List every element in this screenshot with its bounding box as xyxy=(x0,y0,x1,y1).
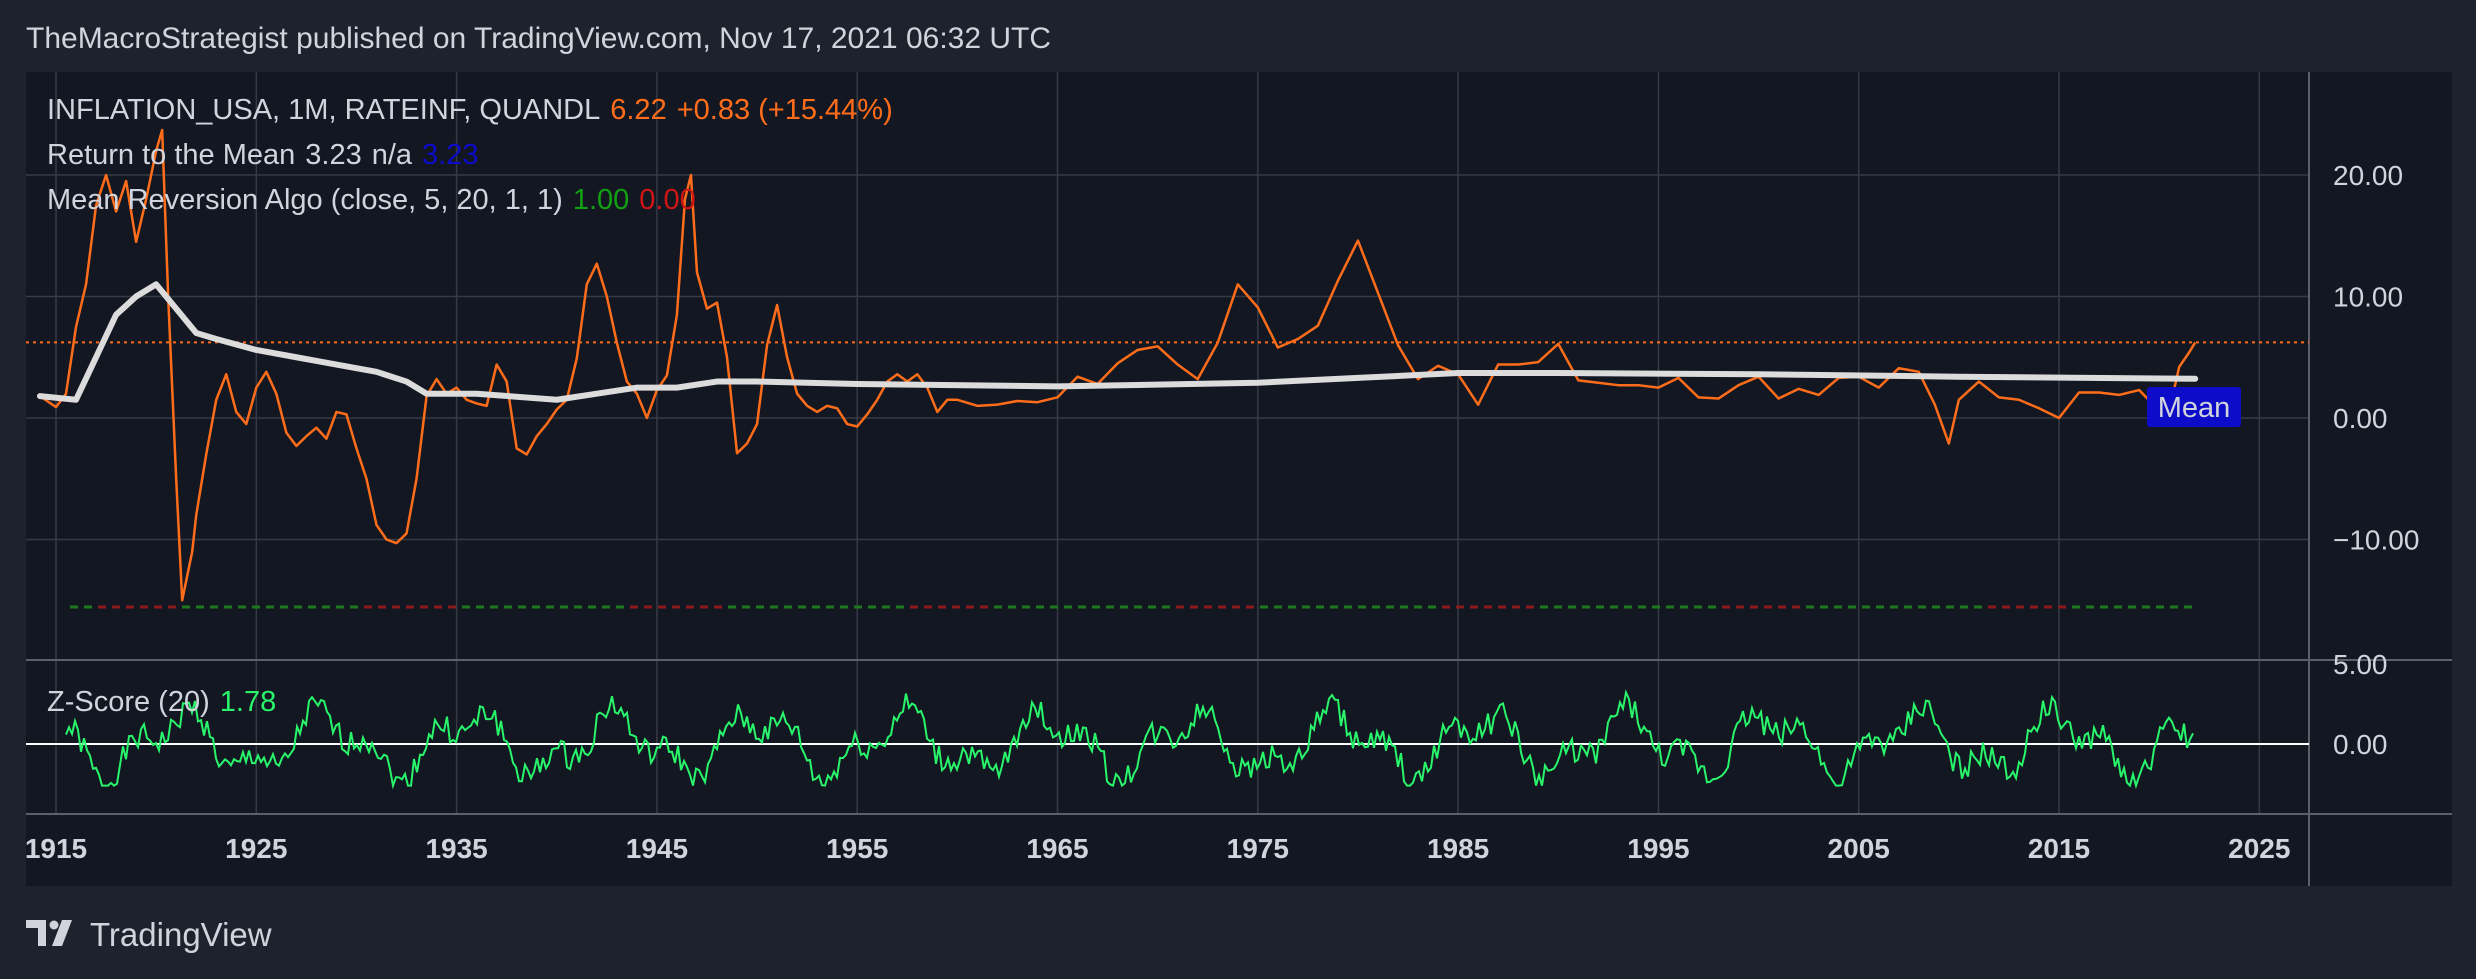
legend-main-symbol: INFLATION_USA, 1M, RATEINF, QUANDL xyxy=(47,94,601,126)
legend-main[interactable]: INFLATION_USA, 1M, RATEINF, QUANDL 6.22 +0… xyxy=(47,94,903,127)
chart-svg[interactable]: 20.00 10.00 0.00 −10.00 5.00 0.00 1915 1925 1935… xyxy=(0,0,2476,890)
publisher-line: TheMacroStrategist published on TradingV… xyxy=(26,22,1052,55)
time-tick-label: 2005 xyxy=(1828,833,1890,864)
time-tick-label: 1965 xyxy=(1026,833,1088,864)
time-tick-label: 2025 xyxy=(2228,833,2290,864)
brand-name: TradingView xyxy=(90,916,272,953)
mean-tag-label: Mean xyxy=(2158,392,2231,424)
time-tick-label: 1995 xyxy=(1627,833,1689,864)
price-tick-label: 0.00 xyxy=(2333,403,2388,434)
legend-algo-v1: 1.00 xyxy=(572,184,630,216)
time-tick-label: 1935 xyxy=(425,833,487,864)
time-tick-label: 1925 xyxy=(225,833,287,864)
legend-mean-na: n/a xyxy=(371,139,413,171)
legend-main-change: +0.83 (+15.44%) xyxy=(676,94,893,126)
legend-mean-value: 3.23 xyxy=(305,139,362,171)
time-tick-label: 1955 xyxy=(826,833,888,864)
legend-zscore-value: 1.78 xyxy=(219,686,277,718)
zscore-tick-label: 0.00 xyxy=(2333,729,2388,760)
price-tick-label: −10.00 xyxy=(2333,525,2419,556)
legend-main-value: 6.22 xyxy=(610,94,667,126)
time-tick-label: 1975 xyxy=(1227,833,1289,864)
tradingview-logo-icon xyxy=(26,920,72,946)
time-tick-label: 2015 xyxy=(2028,833,2090,864)
legend-mean-value2: 3.23 xyxy=(422,139,479,171)
legend-algo-v2: 0.00 xyxy=(639,184,696,216)
time-tick-label: 1945 xyxy=(626,833,688,864)
tradingview-brand[interactable]: TradingView xyxy=(26,916,272,954)
price-scale-area xyxy=(2309,72,2452,886)
chart-area xyxy=(26,72,2309,886)
legend-mean-name: Return to the Mean xyxy=(47,139,296,171)
mean-tag-bg xyxy=(2147,387,2241,427)
time-tick-label: 1985 xyxy=(1427,833,1489,864)
price-tick-label: 20.00 xyxy=(2333,160,2403,191)
zscore-tick-label: 5.00 xyxy=(2333,649,2388,680)
legend-zscore-name: Z-Score (20) xyxy=(47,686,210,718)
mean-tag: Mean xyxy=(2147,387,2241,427)
mean-series-line xyxy=(36,281,2199,403)
legend-algo-name: Mean Reversion Algo (close, 5, 20, 1, 1) xyxy=(47,184,563,216)
legend-zscore[interactable]: Z-Score (20) 1.78 xyxy=(47,686,286,719)
legend-mean[interactable]: Return to the Mean 3.23 n/a 3.23 xyxy=(47,139,489,172)
zscore-series-line xyxy=(65,689,2194,790)
inflation-series-line xyxy=(39,128,2197,602)
legend-algo[interactable]: Mean Reversion Algo (close, 5, 20, 1, 1)… xyxy=(47,184,706,217)
price-tick-label: 10.00 xyxy=(2333,282,2403,313)
time-tick-label: 1915 xyxy=(25,833,87,864)
